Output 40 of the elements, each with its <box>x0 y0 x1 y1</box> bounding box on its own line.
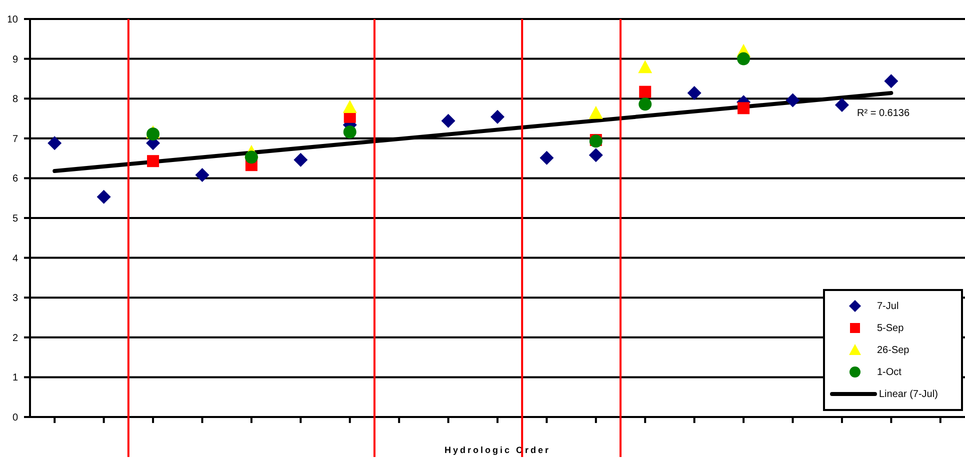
legend-label: 1-Oct <box>877 366 902 378</box>
point <box>195 168 210 182</box>
point <box>244 150 258 164</box>
annotation: R² = 0.6136 <box>856 108 910 119</box>
y-tick-label: 0 <box>12 412 18 424</box>
y-tick-label: 7 <box>12 134 18 145</box>
y-tick-label: 1 <box>12 372 18 384</box>
point <box>540 150 554 165</box>
y-tick-label: 4 <box>12 253 18 264</box>
y-tick-label: 2 <box>12 332 18 344</box>
point <box>343 126 356 139</box>
point <box>342 100 357 113</box>
point <box>737 52 750 66</box>
point <box>48 136 62 150</box>
point <box>786 93 800 108</box>
point <box>147 155 160 168</box>
y-tick-label: 3 <box>12 293 18 304</box>
y-tick-label: 5 <box>12 214 18 224</box>
point <box>441 114 456 128</box>
point <box>588 106 603 119</box>
point <box>738 102 750 114</box>
point <box>638 60 652 74</box>
y-tick-label: 9 <box>12 54 18 66</box>
point <box>834 98 849 112</box>
y-tick-label: 6 <box>12 174 18 185</box>
y-tick-label: 8 <box>12 94 18 106</box>
legend-label: 5-Sep <box>877 322 904 334</box>
point <box>294 152 308 167</box>
point <box>639 86 652 98</box>
legend-label: 7-Jul <box>877 300 899 312</box>
point <box>146 128 160 141</box>
point <box>588 148 603 162</box>
legend-label: 26-Sep <box>877 344 910 356</box>
point <box>687 86 702 100</box>
point <box>490 110 504 124</box>
legend-label: Linear (7-Jul) <box>879 388 938 400</box>
point <box>96 190 111 204</box>
y-tick-label: 10 <box>6 14 18 26</box>
point <box>884 74 898 88</box>
point <box>638 98 652 111</box>
